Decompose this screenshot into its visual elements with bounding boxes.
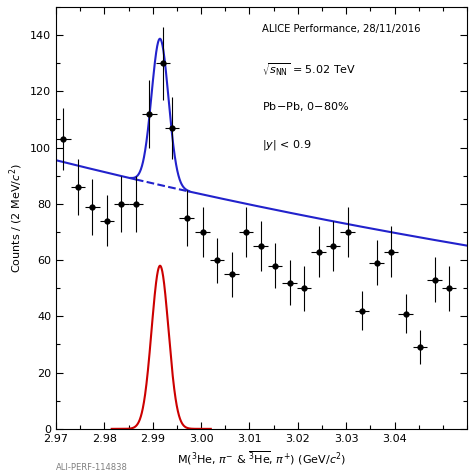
Text: ALI-PERF-114838: ALI-PERF-114838 (56, 463, 128, 472)
Text: $\sqrt{s_{\mathrm{NN}}}$ = 5.02 TeV: $\sqrt{s_{\mathrm{NN}}}$ = 5.02 TeV (262, 62, 356, 78)
Y-axis label: Counts / (2 MeV/$c^{2}$): Counts / (2 MeV/$c^{2}$) (7, 163, 25, 273)
X-axis label: M($^{3}$He, $\pi^{-}$ & $\overline{^{3}\mathrm{He}}$, $\pi^{+}$) (GeV/$c^{2}$): M($^{3}$He, $\pi^{-}$ & $\overline{^{3}\… (177, 449, 346, 467)
Text: ALICE Performance, 28/11/2016: ALICE Performance, 28/11/2016 (262, 24, 420, 34)
Text: $|y|$ < 0.9: $|y|$ < 0.9 (262, 138, 311, 152)
Text: Pb$\!-\!$Pb, 0$-$80%: Pb$\!-\!$Pb, 0$-$80% (262, 100, 349, 113)
